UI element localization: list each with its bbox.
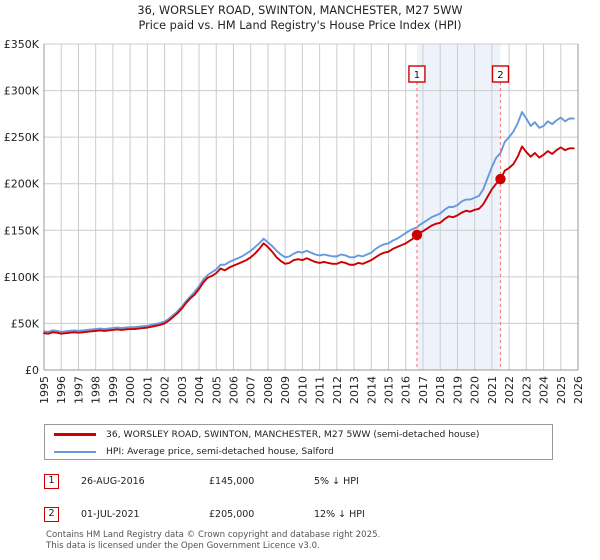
sale-point-marker[interactable] xyxy=(411,229,423,241)
sale-marker-badge-label: 1 xyxy=(414,70,420,81)
x-axis-tick-label: 2007 xyxy=(245,376,258,404)
sale-point-marker[interactable] xyxy=(495,173,506,185)
x-axis-tick-label: 2026 xyxy=(572,376,585,404)
x-axis-tick-label: 1996 xyxy=(55,376,68,404)
chart-legend: 36, WORSLEY ROAD, SWINTON, MANCHESTER, M… xyxy=(44,424,553,460)
x-axis-tick-label: 2008 xyxy=(262,376,275,404)
sale-date-2: 01-JUL-2021 xyxy=(81,508,140,520)
sale-price-1: £145,000 xyxy=(209,475,255,487)
footer-line-1: Contains HM Land Registry data © Crown c… xyxy=(46,530,381,540)
y-axis-tick-label: £50K xyxy=(11,317,40,330)
x-axis-tick-label: 2001 xyxy=(141,376,154,404)
x-axis-tick-label: 2009 xyxy=(279,376,292,404)
y-axis-tick-label: £350K xyxy=(4,38,40,51)
copyright-footer: Contains HM Land Registry data © Crown c… xyxy=(46,530,586,552)
title-line-1: 36, WORSLEY ROAD, SWINTON, MANCHESTER, M… xyxy=(137,4,463,17)
sale-marker-badge-1: 1 xyxy=(44,473,59,489)
x-axis-tick-label: 1997 xyxy=(72,376,85,404)
x-axis-tick-label: 2019 xyxy=(451,376,464,404)
y-axis-tick-label: £0 xyxy=(25,364,39,377)
title-line-2: Price paid vs. HM Land Registry's House … xyxy=(138,19,462,32)
legend-item-property: 36, WORSLEY ROAD, SWINTON, MANCHESTER, M… xyxy=(45,426,552,443)
x-axis-tick-label: 2017 xyxy=(417,376,430,404)
x-axis-tick-label: 2006 xyxy=(227,376,240,404)
sale-hpi-delta-1: 5% ↓ HPI xyxy=(314,475,359,487)
x-axis-tick-label: 2018 xyxy=(434,376,447,404)
x-axis-tick-label: 2005 xyxy=(210,376,223,404)
x-axis-tick-label: 2014 xyxy=(365,376,378,404)
x-axis-tick-label: 2021 xyxy=(486,376,499,404)
legend-swatch-hpi-line xyxy=(54,450,96,453)
x-axis-tick-label: 2013 xyxy=(348,376,361,404)
legend-swatch-property-line xyxy=(54,433,96,436)
sale-marker-badge-2: 2 xyxy=(44,506,59,522)
x-axis-tick-label: 2003 xyxy=(176,376,189,404)
x-axis-tick-label: 1999 xyxy=(107,376,120,404)
x-axis-tick-label: 2011 xyxy=(314,376,327,404)
y-axis-tick-label: £250K xyxy=(4,131,40,144)
hpi-average-line xyxy=(43,111,575,333)
x-axis-tick-label: 1995 xyxy=(38,376,51,404)
property-price-line xyxy=(43,145,575,335)
x-axis-tick-label: 2020 xyxy=(469,376,482,404)
x-axis-tick-label: 2015 xyxy=(383,376,396,404)
sale-marker-badge[interactable] xyxy=(491,65,510,83)
y-axis-tick-label: £100K xyxy=(4,271,40,284)
footer-line-2: This data is licensed under the Open Gov… xyxy=(46,541,320,551)
sale-marker-badge-label: 2 xyxy=(497,70,503,81)
price-history-line-chart: 1995 1996 1997 1998 1999 2000 2001 2002 2003 2004… xyxy=(4,38,585,404)
x-axis-tick-label: 2025 xyxy=(555,376,568,404)
x-axis-tick-label: 2010 xyxy=(296,376,309,404)
x-axis-tick-label: 2024 xyxy=(538,376,551,404)
x-axis-tick-label: 2023 xyxy=(520,376,533,404)
y-axis-tick-label: £300K xyxy=(4,85,40,98)
x-axis-tick-label: 2004 xyxy=(193,376,206,404)
x-axis-tick-label: 2002 xyxy=(159,376,172,404)
x-axis-tick-label: 2016 xyxy=(400,376,413,404)
y-axis-tick-label: £150K xyxy=(4,224,40,237)
legend-label-property: 36, WORSLEY ROAD, SWINTON, MANCHESTER, M… xyxy=(106,429,480,440)
ownership-period-shading xyxy=(416,44,501,370)
sale-hpi-delta-2: 12% ↓ HPI xyxy=(314,508,365,520)
sale-record-row: 1 26-AUG-2016 £145,000 5% ↓ HPI xyxy=(44,472,564,490)
legend-item-hpi: HPI: Average price, semi-detached house,… xyxy=(45,443,552,460)
sale-marker-badge[interactable] xyxy=(408,65,426,83)
sale-price-2: £205,000 xyxy=(209,508,255,520)
chart-area: 1995 1996 1997 1998 1999 2000 2001 2002 2003 2004… xyxy=(0,34,600,414)
x-axis-tick-label: 2012 xyxy=(331,376,344,404)
y-axis-tick-label: £200K xyxy=(4,178,40,191)
x-axis-tick-label: 2000 xyxy=(124,376,137,404)
x-axis-tick-label: 1998 xyxy=(90,376,103,404)
legend-label-hpi: HPI: Average price, semi-detached house,… xyxy=(106,446,334,457)
page-title: 36, WORSLEY ROAD, SWINTON, MANCHESTER, M… xyxy=(0,3,600,33)
sale-date-1: 26-AUG-2016 xyxy=(81,475,145,487)
sale-record-row: 2 01-JUL-2021 £205,000 12% ↓ HPI xyxy=(44,505,564,523)
x-axis-tick-label: 2022 xyxy=(503,376,516,404)
